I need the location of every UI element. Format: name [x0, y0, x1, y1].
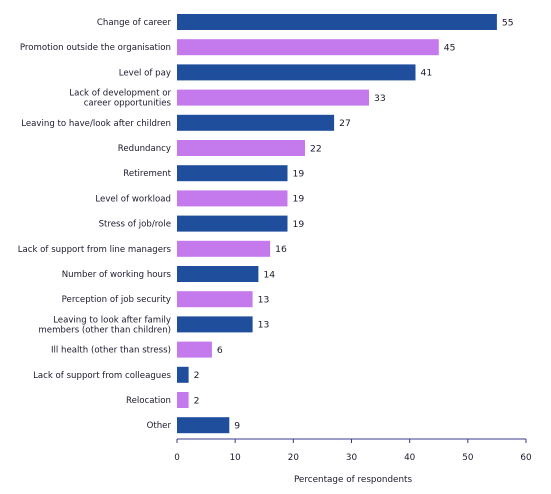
- category-label: Ill health (other than stress): [51, 346, 171, 356]
- category-label-line: Retirement: [123, 169, 171, 179]
- category-label: Change of career: [97, 18, 172, 28]
- category-label-line: Lack of support from colleagues: [33, 371, 171, 381]
- category-label-line: Level of pay: [119, 68, 171, 78]
- x-tick-label: 60: [520, 453, 532, 463]
- category-label: Lack of support from colleagues: [33, 371, 171, 381]
- category-label: Redundancy: [118, 144, 171, 154]
- bar: [177, 316, 253, 333]
- value-label: 14: [263, 269, 275, 280]
- x-tick-label: 40: [404, 453, 416, 463]
- category-label: Level of pay: [119, 68, 171, 78]
- category-label: Retirement: [123, 169, 171, 179]
- category-label-line: Lack of support from line managers: [18, 245, 172, 255]
- bar: [177, 266, 259, 282]
- category-label: Leaving to have/look after children: [21, 119, 171, 129]
- x-tick-label: 50: [462, 453, 474, 463]
- category-label: Promotion outside the organisation: [20, 43, 171, 53]
- category-label-line: Stress of job/role: [99, 220, 171, 230]
- category-label-line: career opportunities: [84, 99, 172, 109]
- category-label-line: Promotion outside the organisation: [20, 43, 171, 53]
- category-label: Perception of job security: [62, 295, 171, 305]
- category-label-line: Level of workload: [95, 194, 171, 204]
- bar: [177, 291, 253, 308]
- value-label: 16: [275, 244, 287, 255]
- value-label: 33: [374, 93, 386, 104]
- value-label: 41: [421, 68, 433, 79]
- category-label-line: Perception of job security: [62, 295, 171, 305]
- category-label-line: members (other than children): [38, 325, 171, 335]
- value-label: 13: [258, 320, 270, 331]
- category-label: Lack of development or career opportuniti…: [69, 89, 171, 109]
- category-label-line: Other: [147, 421, 172, 431]
- value-label: 13: [258, 295, 270, 306]
- category-label: Stress of job/role: [99, 220, 171, 230]
- x-axis-title: Percentage of respondents: [294, 475, 413, 485]
- x-tick-label: 20: [288, 453, 300, 463]
- bar: [177, 366, 189, 383]
- category-label-line: Leaving to look after family: [53, 315, 171, 325]
- category-label: Number of working hours: [62, 270, 172, 280]
- value-label: 19: [293, 169, 305, 180]
- category-label-line: Redundancy: [118, 144, 171, 154]
- category-label: Lack of support from line managers: [18, 245, 172, 255]
- bar: [177, 417, 230, 434]
- value-label: 2: [194, 370, 200, 381]
- category-label-line: Leaving to have/look after children: [21, 119, 171, 129]
- bar: [177, 39, 439, 56]
- category-label: Other: [147, 421, 172, 431]
- bar: [177, 14, 497, 30]
- value-label: 19: [293, 219, 305, 230]
- value-label: 27: [339, 118, 351, 129]
- category-label-line: Change of career: [97, 18, 172, 28]
- category-label-line: Lack of development or: [69, 89, 171, 99]
- category-label-line: Ill health (other than stress): [51, 346, 171, 356]
- x-tick-label: 10: [230, 453, 242, 463]
- x-tick-label: 0: [174, 453, 180, 463]
- bar: [177, 89, 369, 106]
- bar: [177, 341, 212, 358]
- value-label: 45: [444, 43, 456, 54]
- value-label: 55: [502, 17, 514, 28]
- bar: [177, 64, 416, 81]
- value-label: 22: [310, 143, 322, 154]
- bar: [177, 190, 288, 207]
- x-tick-label: 30: [346, 453, 358, 463]
- bar: [177, 165, 288, 182]
- value-label: 2: [194, 395, 200, 406]
- category-label: Level of workload: [95, 194, 171, 204]
- bars-layer: [177, 14, 497, 434]
- value-label: 6: [217, 345, 223, 356]
- value-label: 19: [293, 194, 305, 205]
- category-label-line: Number of working hours: [62, 270, 172, 280]
- bar: [177, 215, 288, 232]
- bar: [177, 140, 305, 156]
- bar: [177, 392, 189, 408]
- category-label: Leaving to look after family members (oth…: [38, 315, 171, 335]
- value-label: 9: [234, 421, 240, 432]
- category-labels: Change of career Promotion outside the or…: [18, 18, 172, 431]
- x-axis: 0 10 20 30 40 50 60: [174, 438, 532, 463]
- category-label: Relocation: [126, 396, 171, 406]
- bar: [177, 114, 335, 131]
- bar: [177, 240, 271, 257]
- category-label-line: Relocation: [126, 396, 171, 406]
